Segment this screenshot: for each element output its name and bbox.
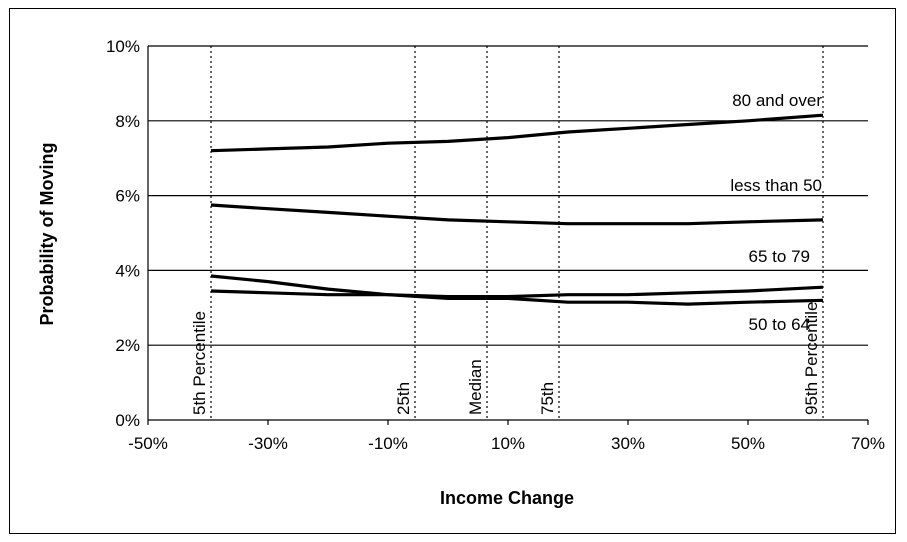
y-axis-title: Probability of Moving: [37, 143, 57, 326]
y-tick-label: 2%: [115, 336, 140, 355]
percentile-markers: 5th Percentile 25th Median 75th 95th Percent…: [190, 46, 824, 420]
series-line: [210, 274, 824, 306]
gridlines: [147, 45, 869, 425]
tick-labels: 0% 2% 4% 6% 8% 10% -50% -30% -10% 10% 30% 50% 70%: [106, 37, 885, 453]
percentile-label: 95th Percentile: [802, 302, 821, 415]
y-tick-label: 4%: [115, 261, 140, 280]
x-tick-label: 50%: [731, 434, 765, 453]
x-tick-label: -30%: [248, 434, 288, 453]
y-tick-label: 0%: [115, 411, 140, 430]
x-tick-label: 70%: [851, 434, 885, 453]
x-tick-label: 10%: [491, 434, 525, 453]
x-axis-title: Income Change: [440, 488, 574, 508]
y-tick-label: 8%: [115, 112, 140, 131]
series-label: 65 to 79: [749, 247, 810, 266]
y-tick-label: 10%: [106, 37, 140, 56]
y-tick-label: 6%: [115, 187, 140, 206]
percentile-label: 25th: [394, 382, 413, 415]
series-label: 80 and over: [732, 91, 822, 110]
series-label: 50 to 64: [749, 315, 810, 334]
x-tick-label: 30%: [611, 434, 645, 453]
percentile-label: Median: [466, 359, 485, 415]
series-line: [210, 203, 824, 226]
series-line: [210, 285, 824, 299]
percentile-label: 75th: [538, 382, 557, 415]
x-tick-label: -10%: [368, 434, 408, 453]
series-line: [210, 113, 824, 153]
series-label-halo: less than 50: [730, 176, 822, 195]
x-tick-label: -50%: [128, 434, 168, 453]
percentile-label: 5th Percentile: [190, 311, 209, 415]
series-label: less than 50: [730, 176, 822, 195]
